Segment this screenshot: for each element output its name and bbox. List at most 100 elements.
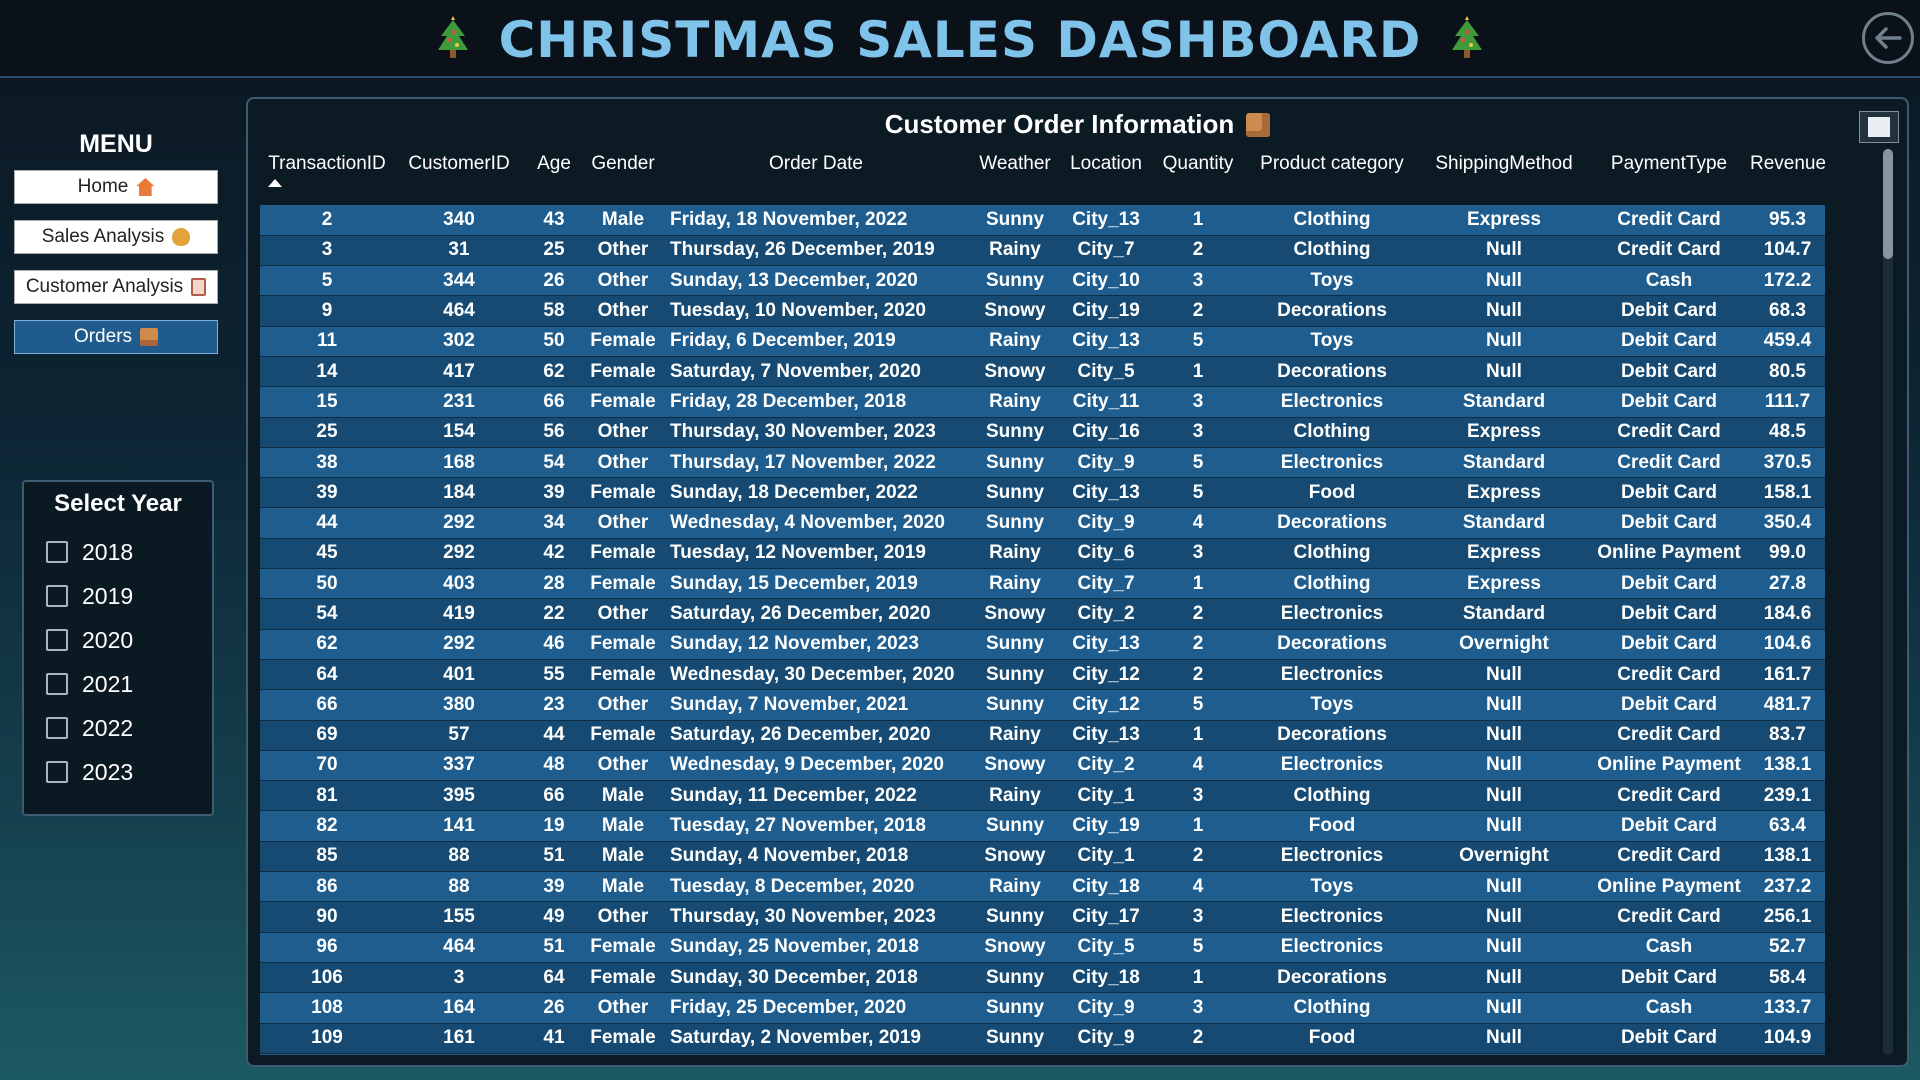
orders-button[interactable]: Orders — [14, 320, 218, 354]
table-cell: Rainy — [970, 538, 1060, 570]
table-row[interactable]: 96 464 51 Female Sunday, 25 November, 2018 Sn… — [260, 932, 1825, 963]
table-row[interactable]: 45 292 42 Female Tuesday, 12 November, 2019 R… — [260, 538, 1825, 570]
year-option-2021[interactable]: 2021 — [24, 662, 212, 706]
table-cell: Food — [1244, 477, 1420, 509]
column-header[interactable]: Product category — [1244, 149, 1420, 205]
table-row[interactable]: 109 161 41 Female Saturday, 2 November, 2019… — [260, 1023, 1825, 1054]
column-header[interactable]: Age — [524, 149, 584, 205]
table-cell: Sunny — [970, 265, 1060, 297]
column-header[interactable]: Order Date — [662, 149, 970, 205]
table-cell: Sunday, 15 December, 2019 — [662, 568, 970, 600]
table-cell: Female — [584, 629, 662, 660]
table-row[interactable]: 14 417 62 Female Saturday, 7 November, 2020 S… — [260, 356, 1825, 388]
column-header[interactable]: Quantity — [1152, 149, 1244, 205]
table-cell: 340 — [394, 205, 524, 236]
table-cell: 48 — [524, 750, 584, 782]
year-checkbox[interactable] — [46, 585, 68, 607]
column-header[interactable]: Gender — [584, 149, 662, 205]
table-row[interactable]: 11 302 50 Female Friday, 6 December, 2019 Rai… — [260, 326, 1825, 357]
table-row[interactable]: 64 401 55 Female Wednesday, 30 December, 202… — [260, 659, 1825, 691]
table-row[interactable]: 11041726MaleSaturday, 17 November, 2018R… — [260, 1053, 1825, 1055]
table-cell: City_7 — [1060, 235, 1152, 267]
table-cell: Sunday, 11 December, 2022 — [662, 780, 970, 812]
table-row[interactable]: 66 380 23 Other Sunday, 7 November, 2021 Sunn… — [260, 689, 1825, 721]
column-header[interactable]: PaymentType — [1588, 149, 1750, 205]
table-cell: Clothing — [1244, 992, 1420, 1024]
table-cell: Null — [1420, 901, 1588, 933]
table-cell: City_10 — [1060, 265, 1152, 297]
table-row[interactable]: 50 403 28 Female Sunday, 15 December, 2019 Ra… — [260, 568, 1825, 600]
home-button[interactable]: Home — [14, 170, 218, 204]
year-option-2018[interactable]: 2018 — [24, 530, 212, 574]
column-header[interactable]: Revenue — [1750, 149, 1825, 205]
column-header[interactable]: CustomerID — [394, 149, 524, 205]
sales-analysis-button[interactable]: Sales Analysis — [14, 220, 218, 254]
customer-analysis-button[interactable]: Customer Analysis — [14, 270, 218, 304]
table-cell: 41 — [524, 1023, 584, 1054]
table-row[interactable]: 44 292 34 Other Wednesday, 4 November, 2020 S… — [260, 507, 1825, 539]
table-cell: Decorations — [1244, 356, 1420, 388]
scrollbar-thumb[interactable] — [1883, 149, 1893, 259]
year-option-2022[interactable]: 2022 — [24, 706, 212, 750]
table-cell: 58.4 — [1750, 962, 1825, 994]
orders-panel: Customer Order Information TransactionID… — [246, 97, 1909, 1067]
focus-mode-button[interactable] — [1859, 111, 1899, 143]
year-checkbox[interactable] — [46, 717, 68, 739]
table-row[interactable]: 90 155 49 Other Thursday, 30 November, 2023 S… — [260, 901, 1825, 933]
table-cell: 58 — [524, 295, 584, 327]
table-row[interactable]: 5 344 26 Other Sunday, 13 December, 2020 Sunn… — [260, 265, 1825, 297]
table-cell: 50 — [260, 568, 394, 600]
table-cell: Null — [1420, 235, 1588, 267]
table-row[interactable]: 38 168 54 Other Thursday, 17 November, 2022 S… — [260, 447, 1825, 479]
table-cell: 38 — [260, 447, 394, 479]
table-cell: Decorations — [1244, 629, 1420, 660]
year-checkbox[interactable] — [46, 761, 68, 783]
column-header[interactable]: ShippingMethod — [1420, 149, 1588, 205]
table-row[interactable]: 85 88 51 Male Sunday, 4 November, 2018 Snowy C… — [260, 841, 1825, 873]
year-option-2019[interactable]: 2019 — [24, 574, 212, 618]
year-checkbox[interactable] — [46, 629, 68, 651]
table-cell: 184.6 — [1750, 598, 1825, 630]
table-row[interactable]: 69 57 44 Female Saturday, 26 December, 2020 R… — [260, 720, 1825, 751]
year-option-2020[interactable]: 2020 — [24, 618, 212, 662]
table-row[interactable]: 39 184 39 Female Sunday, 18 December, 2022 Su… — [260, 477, 1825, 509]
year-option-2023[interactable]: 2023 — [24, 750, 212, 794]
table-cell: Thursday, 17 November, 2022 — [662, 447, 970, 479]
table-cell: Electronics — [1244, 750, 1420, 782]
table-cell: Electronics — [1244, 1053, 1420, 1055]
table-row[interactable]: 54 419 22 Other Saturday, 26 December, 2020 S… — [260, 598, 1825, 630]
table-cell: Sunny — [970, 205, 1060, 236]
column-header[interactable]: Location — [1060, 149, 1152, 205]
table-cell: 161 — [394, 1023, 524, 1054]
table-row[interactable]: 15 231 66 Female Friday, 28 December, 2018 Ra… — [260, 386, 1825, 418]
table-row[interactable]: 3 31 25 Other Thursday, 26 December, 2019 Rai… — [260, 235, 1825, 267]
table-cell: Debit Card — [1588, 629, 1750, 660]
column-header[interactable]: TransactionID — [260, 149, 394, 205]
table-cell: Credit Card — [1588, 659, 1750, 691]
table-row[interactable]: 86 88 39 Male Tuesday, 8 December, 2020 Rainy… — [260, 871, 1825, 903]
table-row[interactable]: 25 154 56 Other Thursday, 30 November, 2023 S… — [260, 417, 1825, 448]
table-row[interactable]: 9 464 58 Other Tuesday, 10 November, 2020 Sno… — [260, 295, 1825, 327]
vertical-scrollbar[interactable] — [1883, 149, 1893, 1055]
arrow-left-icon — [1875, 27, 1902, 49]
table-cell: 138.1 — [1750, 841, 1825, 873]
back-button[interactable] — [1862, 12, 1914, 64]
table-cell: 3 — [1152, 1053, 1244, 1055]
table-row[interactable]: 2 340 43 Male Friday, 18 November, 2022 Sunny… — [260, 205, 1825, 236]
table-row[interactable]: 81 395 66 Male Sunday, 11 December, 2022 Rain… — [260, 780, 1825, 812]
year-checkbox[interactable] — [46, 673, 68, 695]
column-header[interactable]: Weather — [970, 149, 1060, 205]
table-cell: Null — [1420, 295, 1588, 327]
table-row[interactable]: 62 292 46 Female Sunday, 12 November, 2023 Su… — [260, 629, 1825, 660]
table-row[interactable]: 82 141 19 Male Tuesday, 27 November, 2018 Sun… — [260, 810, 1825, 842]
table-cell: Tuesday, 12 November, 2019 — [662, 538, 970, 570]
table-cell: 1 — [1152, 568, 1244, 600]
table-cell: 106 — [260, 962, 394, 994]
table-cell: 81 — [260, 780, 394, 812]
table-row[interactable]: 108 164 26 Other Friday, 25 December, 2020 Su… — [260, 992, 1825, 1024]
table-row[interactable]: 106 3 64 Female Sunday, 30 December, 2018 Sun… — [260, 962, 1825, 994]
table-cell: 2 — [260, 205, 394, 236]
table-cell: 68.3 — [1750, 295, 1825, 327]
table-row[interactable]: 70 337 48 Other Wednesday, 9 December, 2020 S… — [260, 750, 1825, 782]
year-checkbox[interactable] — [46, 541, 68, 563]
